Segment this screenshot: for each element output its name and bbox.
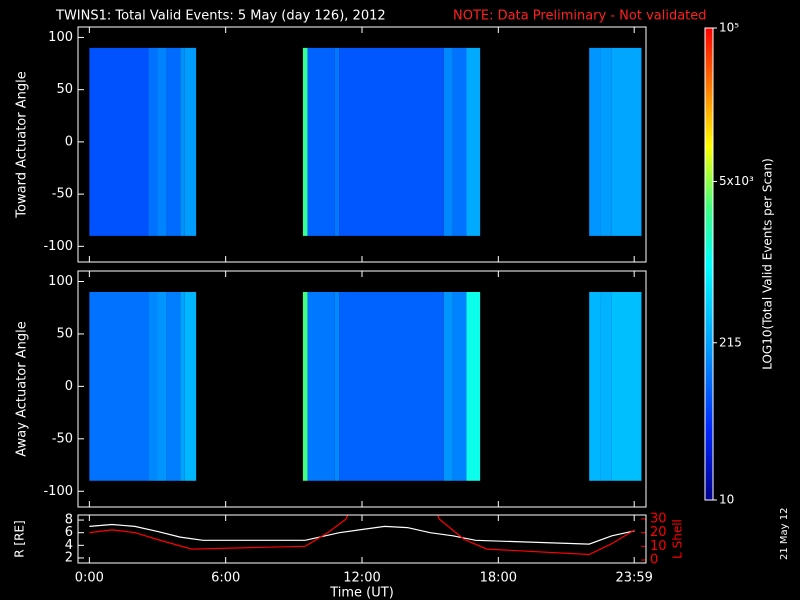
heatmap-cell — [166, 47, 181, 236]
y-tick-label: 50 — [56, 82, 73, 97]
y-tick-label: 4 — [65, 538, 73, 553]
colorbar-label: LOG10(Total Valid Events per Scan) — [761, 158, 775, 370]
heatmap-cell — [184, 291, 197, 481]
heatmap-cell — [466, 47, 481, 236]
heatmap-cell — [180, 47, 185, 236]
x-tick-label: 23:59 — [615, 571, 652, 586]
heatmap-cell — [302, 47, 308, 236]
x-tick-label: 12:00 — [343, 571, 380, 586]
y-tick-label: 6 — [65, 525, 73, 540]
y-axis-label: Away Actuator Angle — [15, 321, 30, 456]
y2-tick-label: 20 — [650, 525, 667, 540]
y-tick-label: 8 — [65, 513, 73, 528]
heatmap-cell — [166, 291, 181, 481]
x-tick-label: 0:00 — [75, 571, 104, 586]
line-series — [89, 523, 635, 545]
colorbar-tick-label: 215 — [719, 335, 742, 349]
heatmap-cell — [157, 291, 167, 481]
panel: -100 -50 0 50 100 Away Actuator Angle — [15, 270, 647, 508]
y-tick-label: -50 — [52, 431, 73, 446]
heatmap-cell — [600, 291, 612, 481]
heatmap-cell — [148, 47, 158, 236]
panel-frame — [77, 514, 647, 564]
heatmap-cell — [600, 47, 612, 236]
y-axis-label: R [RE] — [13, 520, 27, 557]
colorbar-tick-label: 10 — [719, 493, 734, 507]
heatmap-cell — [307, 291, 335, 481]
y-tick-label: 2 — [65, 550, 73, 565]
heatmap-cell — [452, 47, 467, 236]
y-tick-label: 0 — [65, 379, 73, 394]
y2-axis-label: L Shell — [671, 519, 685, 559]
footer: 21 May 12 — [779, 508, 790, 560]
heatmap-cell — [307, 47, 335, 236]
heatmap-cell — [339, 47, 444, 236]
heatmap-cell — [443, 291, 453, 481]
y-tick-label: -100 — [43, 484, 73, 499]
title: TWINS1: Total Valid Events: 5 May (day 1… — [55, 9, 386, 24]
heatmap-cell — [334, 291, 340, 481]
heatmap-cell — [339, 291, 444, 481]
heatmap-cell — [89, 47, 149, 236]
colorbar-tick-label: 10⁵ — [719, 21, 739, 35]
x-axis-label: Time (UT) — [329, 586, 394, 600]
y-tick-label: 100 — [48, 30, 73, 45]
heatmap-cell — [589, 47, 601, 236]
y-tick-label: 50 — [56, 326, 73, 341]
heatmap-cell — [302, 291, 308, 481]
y2-tick-label: 10 — [650, 539, 667, 554]
heatmap-cell — [443, 47, 453, 236]
heatmap-cell — [452, 291, 467, 481]
y-tick-label: -50 — [52, 187, 73, 202]
x-tick-label: 6:00 — [211, 571, 240, 586]
panel: -100 -50 0 50 100 Toward Actuator Angle — [15, 26, 647, 263]
y2-tick-label: 0 — [650, 552, 658, 567]
heatmap-cell — [611, 47, 642, 236]
colorbar — [704, 27, 714, 501]
x-tick-label: 18:00 — [480, 571, 517, 586]
y-tick-label: 0 — [65, 134, 73, 149]
y-tick-label: -100 — [43, 239, 73, 254]
lines — [89, 515, 635, 556]
y-axis-label: Toward Actuator Angle — [15, 71, 30, 218]
heatmap-cell — [611, 291, 642, 481]
heatmap-cell — [180, 291, 185, 481]
y-tick-label: 100 — [48, 274, 73, 289]
line-series — [89, 515, 635, 556]
y2-tick-label: 30 — [650, 511, 667, 526]
note: NOTE: Data Preliminary - Not validated — [453, 9, 707, 24]
heatmap-cell — [466, 291, 481, 481]
colorbar-tick-label: 5x10³ — [719, 174, 754, 188]
heatmap-cell — [334, 47, 340, 236]
heatmap-cell — [148, 291, 158, 481]
heatmap-cell — [184, 47, 197, 236]
heatmap-cell — [589, 291, 601, 481]
heatmap-cell — [157, 47, 167, 236]
heatmap-cell — [89, 291, 149, 481]
